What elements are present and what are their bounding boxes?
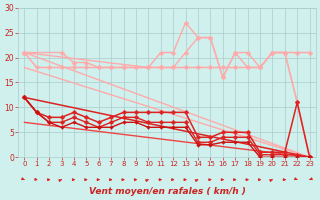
X-axis label: Vent moyen/en rafales ( km/h ): Vent moyen/en rafales ( km/h ) [89,187,245,196]
